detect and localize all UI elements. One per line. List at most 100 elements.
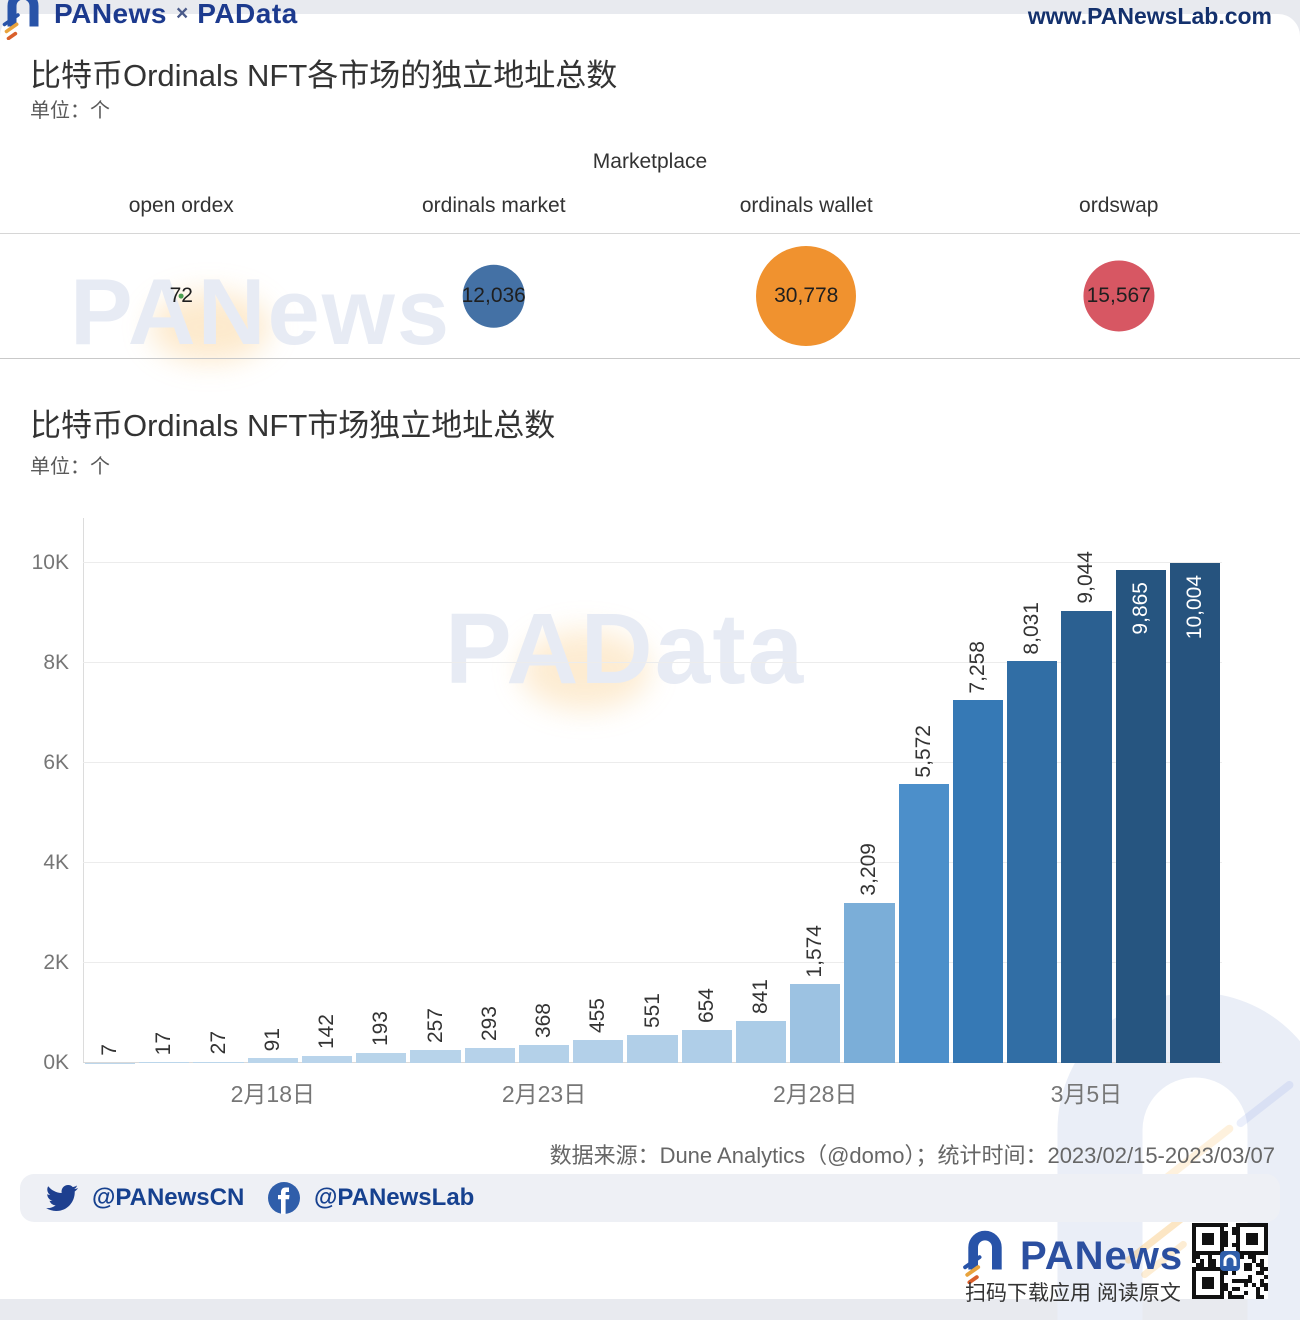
bar-12 <box>735 1020 787 1063</box>
bar-value-label-9: 455 <box>586 998 610 1034</box>
footer-brand-text: PANews <box>1020 1233 1184 1278</box>
header-logo: PANews × PAData <box>0 0 298 40</box>
facebook-handle: @PANewsLab <box>314 1184 475 1211</box>
bar-value-label-3: 91 <box>260 1028 284 1052</box>
bubble-row: 72 12,036 30,778 15,567 <box>0 233 1300 359</box>
watermark-panews: PANews <box>70 259 452 364</box>
y-tick-2K: 2K <box>43 951 69 974</box>
bar-value-label-12: 841 <box>748 978 772 1014</box>
brand-separator: × <box>175 2 189 25</box>
bar-7 <box>464 1048 515 1063</box>
bubble-mark-2 <box>756 246 857 346</box>
bar-section-title: 比特币Ordinals NFT市场独立地址总数 <box>30 408 556 443</box>
bar-10 <box>627 1035 678 1063</box>
separator-top <box>0 233 1300 234</box>
bar-17 <box>1007 661 1058 1063</box>
marketplace-label-1: ordinals market <box>421 194 566 217</box>
bar-19 <box>1115 569 1166 1063</box>
x-tick-3: 3月5日 <box>1050 1081 1123 1107</box>
marketplace-label-2: ordinals wallet <box>739 194 873 217</box>
panews-arch-icon-footer <box>963 1230 1002 1284</box>
watermark-orange-blob-2 <box>520 630 650 710</box>
bar-14 <box>844 902 895 1063</box>
bar-value-label-15: 5,572 <box>911 724 935 778</box>
qr-code <box>1192 1223 1268 1299</box>
twitter-item: @PANewsCN <box>46 1174 244 1222</box>
bar-2 <box>193 1061 244 1063</box>
bar-8 <box>518 1044 570 1063</box>
marketplace-column-labels: open ordex ordinals market ordinals wallet… <box>25 194 1275 218</box>
bar-18 <box>1061 610 1112 1063</box>
gridline-4K <box>83 862 1222 863</box>
bar-value-label-17: 8,031 <box>1020 601 1044 655</box>
bar-9 <box>573 1040 624 1063</box>
bar-4 <box>301 1055 353 1063</box>
bar-value-label-18: 9,044 <box>1074 551 1098 604</box>
y-tick-10K: 10K <box>31 551 69 574</box>
bar-16 <box>952 700 1004 1063</box>
bar-1 <box>139 1062 190 1063</box>
y-tick-0K: 0K <box>43 1051 69 1074</box>
x-tick-2: 2月28日 <box>773 1081 858 1107</box>
watermark-padata: PAData <box>445 593 806 705</box>
bubble-section-unit: 单位：个 <box>30 100 110 122</box>
bar-value-label-0: 7 <box>98 1043 122 1056</box>
bar-value-label-5: 193 <box>369 1011 393 1047</box>
bar-11 <box>681 1030 732 1063</box>
bubble-value-0: 72 <box>169 284 193 307</box>
bar-value-label-8: 368 <box>532 1002 556 1038</box>
bar-plot: 0K 2K 4K 6K 8K 10K 7 17 27 91 142 193 257 293 368 455 55… <box>32 518 1222 1107</box>
marketplace-label-0: open ordex <box>128 194 234 217</box>
bubble-mark-3 <box>1083 260 1155 332</box>
bar-value-label-7: 293 <box>477 1006 501 1042</box>
bar-value-label-6: 257 <box>423 1008 447 1044</box>
bar-value-label-14: 3,209 <box>857 843 881 896</box>
bubble-section-title: 比特币Ordinals NFT各市场的独立地址总数 <box>30 58 618 93</box>
x-tick-0: 2月18日 <box>230 1081 316 1107</box>
qr-caption: 扫码下载应用 阅读原文 <box>965 1282 1181 1305</box>
brand-secondary: PAData <box>197 0 298 29</box>
bar-20 <box>1169 562 1220 1063</box>
bar-15 <box>898 784 949 1063</box>
footer-brand: PANews <box>960 1228 1183 1284</box>
twitter-handle: @PANewsCN <box>92 1184 245 1211</box>
panews-arch-icon <box>2 0 39 40</box>
bar-value-label-13: 1,574 <box>803 924 827 978</box>
bar-3 <box>247 1058 298 1063</box>
marketplace-label-3: ordswap <box>1079 194 1159 217</box>
y-tick-6K: 6K <box>43 751 69 774</box>
bar-value-label-2: 27 <box>206 1031 230 1055</box>
bubble-mark-0 <box>178 293 184 299</box>
bar-value-label-10: 551 <box>640 993 664 1029</box>
bar-6 <box>410 1050 461 1063</box>
gridline-2K <box>83 962 1222 963</box>
data-source-note: 数据来源：Dune Analytics（@domo）；统计时间：2023/02/… <box>549 1143 1275 1168</box>
bar-value-label-16: 7,258 <box>965 640 989 694</box>
bar-value-label-4: 142 <box>315 1013 339 1049</box>
bar-5 <box>356 1053 407 1063</box>
gridline-8K <box>83 662 1222 663</box>
gridline-6K <box>83 762 1222 763</box>
marketplace-group-title: Marketplace <box>592 150 708 173</box>
bubble-value-2: 30,778 <box>774 284 839 307</box>
separator-bottom <box>0 358 1300 359</box>
social-bar: @PANewsCN @PANewsLab <box>20 1174 1280 1222</box>
bubble-value-1: 12,036 <box>461 284 526 307</box>
y-tick-8K: 8K <box>43 651 69 674</box>
bar-section-unit: 单位：个 <box>30 456 110 478</box>
y-axis-line <box>83 518 84 1063</box>
facebook-icon <box>268 1182 300 1214</box>
brand-primary: PANews <box>54 0 167 29</box>
bar-13 <box>790 984 841 1063</box>
bar-0 <box>85 1062 136 1063</box>
gridline-10K <box>83 562 1222 563</box>
bar-value-label-20: 10,004 <box>1182 574 1206 640</box>
x-tick-1: 2月23日 <box>501 1081 587 1107</box>
website-link: www.PANewsLab.com <box>1027 3 1272 29</box>
bar-value-label-19: 9,865 <box>1128 581 1152 635</box>
bubble-mark-1 <box>462 264 526 328</box>
bar-value-label-1: 17 <box>152 1031 176 1056</box>
bubble-value-3: 15,567 <box>1086 284 1151 307</box>
twitter-icon <box>46 1184 78 1211</box>
watermark-orange-blob-1 <box>150 292 270 362</box>
